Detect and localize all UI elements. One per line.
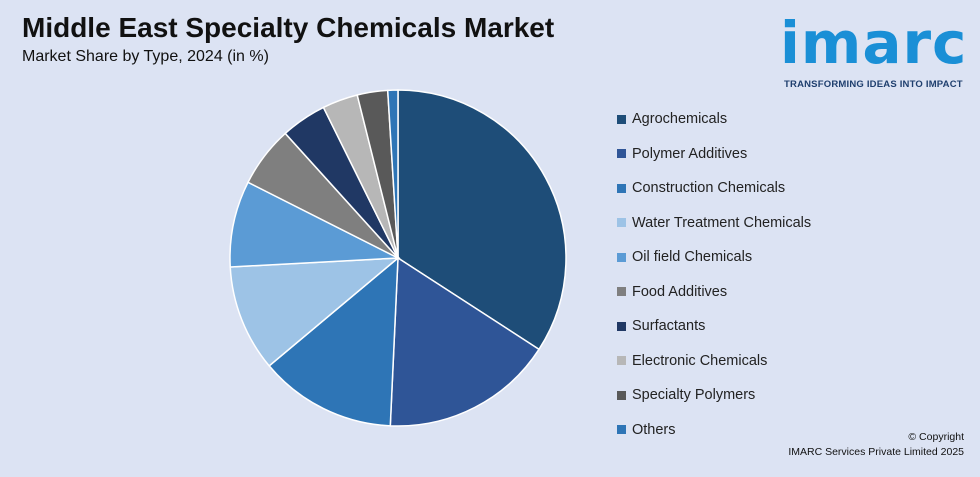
legend-label: Oil field Chemicals xyxy=(632,249,753,266)
pie-slice-others xyxy=(386,89,399,259)
imarc-logo: imarc TRANSFORMING IDEAS INTO IMPACT xyxy=(780,8,970,93)
legend-item: Agrochemicals xyxy=(617,102,811,137)
legend-swatch xyxy=(617,321,626,331)
legend-swatch xyxy=(617,183,626,193)
legend-label: Polymer Additives xyxy=(632,145,748,162)
chart-legend: Agrochemicals Polymer Additives Constructi… xyxy=(617,102,811,447)
legend-item: Surfactants xyxy=(617,309,811,344)
legend-item: Specialty Polymers xyxy=(617,378,811,413)
legend-item: Construction Chemicals xyxy=(617,171,811,206)
pie-slice-water-treatment-chemicals xyxy=(229,257,401,367)
legend-swatch xyxy=(617,114,626,124)
legend-item: Oil field Chemicals xyxy=(617,240,811,275)
legend-label: Agrochemicals xyxy=(632,111,728,128)
legend-swatch xyxy=(617,149,626,159)
legend-swatch xyxy=(617,218,626,228)
legend-swatch xyxy=(617,425,626,435)
legend-swatch xyxy=(617,252,626,262)
pie-slice-construction-chemicals xyxy=(268,256,399,427)
legend-item: Food Additives xyxy=(617,275,811,310)
legend-label: Others xyxy=(632,421,676,438)
legend-item: Others xyxy=(617,413,811,448)
legend-swatch xyxy=(617,390,626,400)
legend-label: Food Additives xyxy=(632,283,728,300)
copyright-line: © Copyright xyxy=(908,431,964,443)
legend-label: Water Treatment Chemicals xyxy=(632,214,812,231)
chart-subtitle: Market Share by Type, 2024 (in %) xyxy=(22,48,269,65)
logo-wordmark: imarc xyxy=(780,9,968,77)
legend-swatch xyxy=(617,287,626,297)
pie-slice-oil-field-chemicals xyxy=(229,181,401,268)
copyright-owner: IMARC Services Private Limited 2025 xyxy=(788,446,964,458)
chart-title: Middle East Specialty Chemicals Market xyxy=(22,12,555,43)
legend-item: Electronic Chemicals xyxy=(617,344,811,379)
pie-slice-polymer-additives xyxy=(389,256,541,427)
legend-item: Water Treatment Chemicals xyxy=(617,206,811,241)
legend-label: Surfactants xyxy=(632,318,706,335)
legend-label: Construction Chemicals xyxy=(632,180,786,197)
logo-tagline: TRANSFORMING IDEAS INTO IMPACT xyxy=(784,79,963,90)
legend-swatch xyxy=(617,356,626,366)
legend-item: Polymer Additives xyxy=(617,137,811,172)
legend-label: Specialty Polymers xyxy=(632,387,756,404)
copyright-notice: © Copyright IMARC Services Private Limit… xyxy=(788,430,964,460)
legend-label: Electronic Chemicals xyxy=(632,352,768,369)
